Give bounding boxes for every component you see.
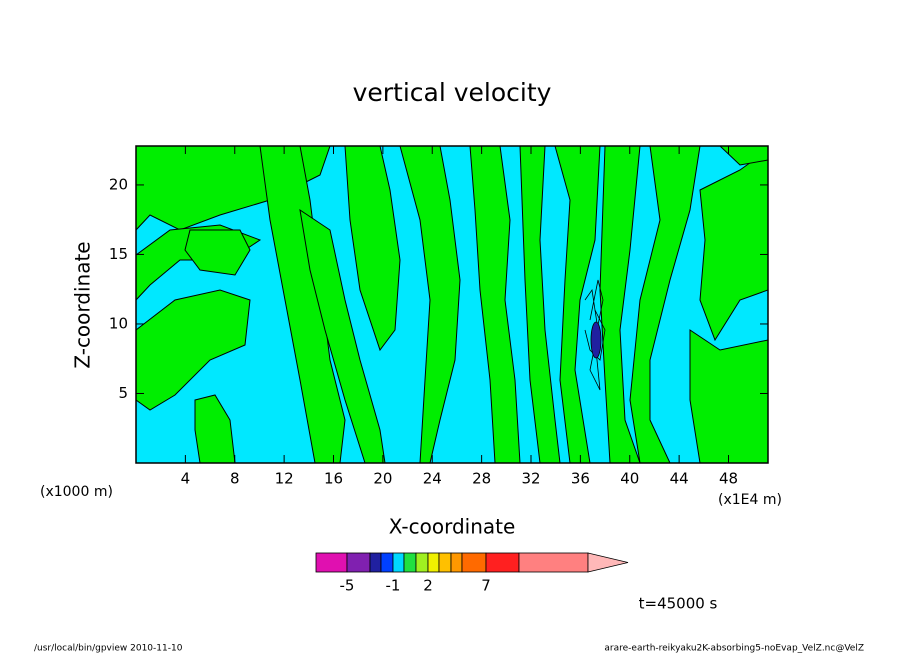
colorbar-cell: [450, 552, 463, 573]
x-tick-label: 8: [230, 470, 240, 488]
y-tick-label: 15: [109, 245, 128, 263]
x-tick-label: 40: [620, 470, 639, 488]
colorbar-arrow: [587, 552, 629, 573]
footer-right: arare-earth-reikyaku2K-absorbing5-noEvap…: [604, 644, 864, 654]
colorbar-label: -1: [386, 577, 401, 595]
x-tick-label: 24: [423, 470, 442, 488]
colorbar-cell: [518, 552, 589, 573]
colorbar-cell: [461, 552, 487, 573]
x-tick-label: 32: [521, 470, 540, 488]
colorbar-cell: [403, 552, 417, 573]
x-unit: (x1E4 m): [718, 492, 782, 508]
y-tick-label: 10: [109, 314, 128, 332]
colorbar-cell: [427, 552, 440, 573]
x-tick-label: 16: [324, 470, 343, 488]
dense-contours: [584, 279, 606, 391]
x-tick-label: 44: [670, 470, 689, 488]
time-label: t=45000 s: [639, 595, 718, 613]
x-axis-label: X-coordinate: [389, 515, 516, 539]
colorbar-cell: [485, 552, 520, 573]
colorbar-cell: [315, 552, 348, 573]
chart-title: vertical velocity: [353, 78, 552, 107]
colorbar-label: 7: [481, 577, 491, 595]
colorbar-label: -5: [340, 577, 355, 595]
colorbar-cell: [369, 552, 382, 573]
footer-left: /usr/local/bin/gpview 2010-11-10: [34, 644, 183, 654]
x-tick-label: 28: [472, 470, 491, 488]
y-unit: (x1000 m): [40, 484, 113, 500]
x-tick-label: 12: [275, 470, 294, 488]
colorbar-cell: [438, 552, 452, 573]
x-tick-label: 20: [373, 470, 392, 488]
y-tick-label: 20: [109, 175, 128, 193]
colorbar-cell: [415, 552, 429, 573]
colorbar-cell: [346, 552, 371, 573]
plot-frame: [135, 145, 769, 464]
contour-field: [136, 146, 768, 463]
colorbar-cell: [392, 552, 405, 573]
colorbar-label: 2: [423, 577, 433, 595]
colorbar-cell: [380, 552, 394, 573]
x-tick-label: 48: [719, 470, 738, 488]
y-tick-label: 5: [118, 384, 128, 402]
y-axis-label: Z-coordinate: [71, 241, 95, 368]
x-tick-label: 36: [571, 470, 590, 488]
x-tick-label: 4: [181, 470, 191, 488]
